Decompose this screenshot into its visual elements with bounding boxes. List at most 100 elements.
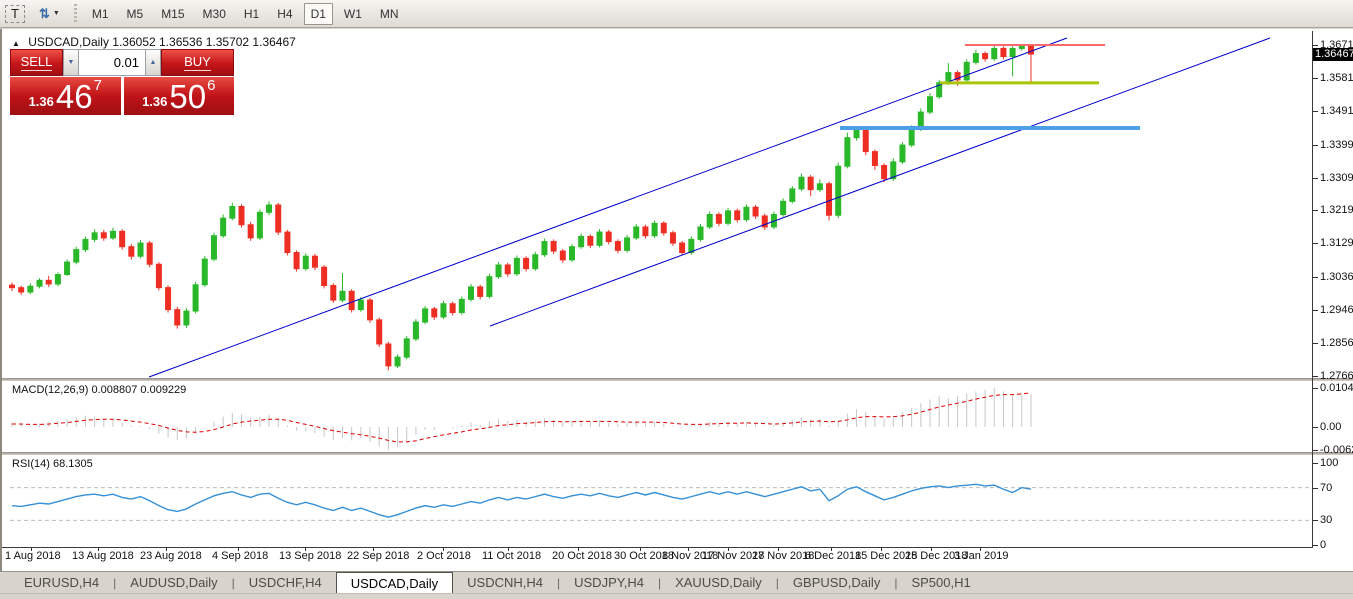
chart-tab-xauusd-daily[interactable]: XAUUSD,Daily	[675, 575, 762, 590]
candle-down	[559, 250, 566, 261]
tab-separator: |	[113, 576, 117, 590]
timeframe-button-m5[interactable]: M5	[120, 3, 151, 25]
quote-top-row: SELL ▼ ▲ BUY	[10, 49, 234, 76]
candle-up	[697, 226, 704, 240]
timeframe-button-d1[interactable]: D1	[303, 2, 333, 25]
candle-up	[137, 242, 144, 257]
candle-up	[1018, 45, 1025, 49]
candle-down	[826, 183, 833, 216]
arrange-dropdown-button[interactable]: ⇅ ▼	[35, 3, 64, 25]
candle-up	[899, 144, 906, 163]
candlestick-chart[interactable]	[2, 29, 1353, 571]
chart-tab-eurusd-h4[interactable]: EURUSD,H4	[24, 575, 100, 590]
buy-button[interactable]: BUY	[161, 49, 234, 76]
price-axis-label-tick	[1313, 44, 1318, 46]
candle-down	[18, 287, 25, 293]
chart-tab-usdjpy-h4[interactable]: USDJPY,H4	[574, 575, 644, 590]
text-tool-button[interactable]: T	[3, 3, 27, 25]
candle-up	[403, 338, 410, 358]
chart-tab-sp500-h1[interactable]: SP500,H1	[911, 575, 971, 590]
buy-button-label: BUY	[184, 54, 211, 71]
price-axis-label-tick	[1313, 243, 1318, 245]
date-tick	[443, 547, 444, 551]
collapse-triangle-icon[interactable]: ▲	[12, 39, 20, 48]
candle-up	[908, 128, 915, 146]
candle-up	[633, 226, 640, 239]
candle-down	[321, 266, 328, 286]
candle-down	[275, 204, 282, 233]
candle-down	[155, 263, 162, 289]
candle-up	[513, 257, 520, 275]
candle-down	[238, 205, 245, 226]
chart-tab-gbpusd-daily[interactable]: GBPUSD,Daily	[792, 575, 881, 590]
candle-up	[596, 231, 603, 246]
chart-tab-audusd-daily[interactable]: AUDUSD,Daily	[130, 575, 218, 590]
date-tick	[881, 547, 882, 551]
ask-price-panel[interactable]: 1.36 50 6	[123, 77, 234, 115]
price-axis-label: 1.27665	[1320, 369, 1353, 382]
date-tick	[373, 547, 374, 551]
channel-upper	[148, 37, 1068, 378]
timeframe-button-m1[interactable]: M1	[85, 3, 116, 25]
timeframe-button-m30[interactable]: M30	[196, 3, 233, 25]
candle-down	[871, 151, 878, 166]
timeframe-button-h4[interactable]: H4	[270, 3, 299, 25]
ask-price-big: 50	[169, 78, 207, 115]
candle-up	[844, 137, 851, 167]
panel-splitter-rsi[interactable]	[2, 452, 1353, 455]
current-price-tag: 1.36467	[1313, 48, 1353, 62]
volume-decrease-button[interactable]: ▼	[63, 49, 79, 76]
candle-down	[523, 257, 530, 270]
sell-button[interactable]: SELL	[10, 49, 63, 76]
candle-down	[348, 290, 355, 311]
price-axis-label: 1.36715	[1320, 38, 1353, 51]
candle-down	[247, 224, 254, 239]
date-label: 27 Nov 2018	[752, 550, 815, 562]
date-label: 3 Jan 2019	[954, 550, 1009, 562]
chart-tab-usdcnh-h4[interactable]: USDCNH,H4	[467, 575, 543, 590]
price-axis[interactable]: 1.36715 1.35815 1.34915 1.33990 1.33090 1.321…	[1313, 29, 1353, 571]
channel-lower	[489, 37, 1271, 327]
timeframe-button-h1[interactable]: H1	[237, 3, 266, 25]
candle-down	[504, 264, 511, 275]
candle-up	[743, 206, 750, 221]
candle-down	[9, 284, 15, 289]
price-axis-label: 1.33090	[1320, 171, 1353, 184]
chart-tab-usdchf-h4[interactable]: USDCHF,H4	[248, 575, 322, 590]
timeframe-button-m15[interactable]: M15	[154, 3, 191, 25]
price-axis-label: 1.29465	[1320, 304, 1353, 317]
candle-down	[477, 286, 484, 297]
macd-axis-label: 0.00	[1320, 421, 1342, 433]
window-bottom-strip	[0, 593, 1353, 599]
rsi-axis-label-tick	[1313, 545, 1318, 546]
volume-increase-button[interactable]: ▲	[145, 49, 161, 76]
date-label: 30 Oct 2018	[614, 550, 674, 562]
candle-up	[73, 249, 80, 263]
date-tick	[305, 547, 306, 551]
chart-tab-usdcad-daily[interactable]: USDCAD,Daily	[335, 572, 454, 593]
candle-up	[853, 129, 860, 139]
candle-up	[1009, 47, 1016, 58]
candle-up	[91, 232, 98, 240]
chart-symbol-period: USDCAD,Daily	[28, 35, 109, 49]
timeframe-button-mn[interactable]: MN	[373, 3, 406, 25]
candle-down	[862, 129, 869, 153]
timeframe-button-w1[interactable]: W1	[337, 3, 369, 25]
chart-tabs-bar: EURUSD,H4 | AUDUSD,Daily | USDCHF,H4 USDCAD,D…	[0, 571, 1353, 593]
date-tick	[238, 547, 239, 551]
candle-down	[679, 242, 686, 254]
candle-up	[816, 183, 823, 191]
candle-up	[991, 47, 998, 60]
candle-down	[734, 210, 741, 221]
ask-price-pip: 6	[207, 77, 216, 94]
candle-up	[440, 303, 447, 318]
price-axis-label: 1.30365	[1320, 271, 1353, 284]
volume-input[interactable]	[79, 49, 145, 76]
toolbar-separator	[73, 3, 77, 24]
chart-title: ▲ USDCAD,Daily 1.36052 1.36536 1.35702 1…	[12, 35, 296, 49]
sell-button-label: SELL	[20, 54, 53, 71]
candle-up	[486, 276, 493, 297]
price-axis-label: 1.35815	[1320, 71, 1353, 84]
bid-price-panel[interactable]: 1.36 46 7	[10, 77, 121, 115]
panel-splitter-macd[interactable]	[2, 378, 1353, 381]
